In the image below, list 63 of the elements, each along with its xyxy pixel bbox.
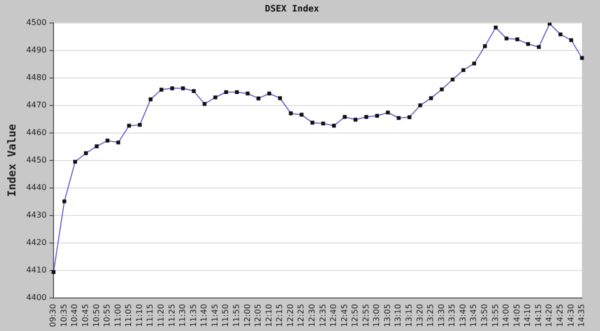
y-tick-label: 4480 — [26, 72, 47, 82]
x-tick-label: 11:45 — [210, 304, 220, 328]
x-tick-label: 14:30 — [566, 304, 576, 328]
x-tick-label: 13:50 — [480, 304, 490, 328]
y-tick-label: 4410 — [26, 266, 47, 275]
x-tick-label: 12:35 — [318, 304, 328, 328]
x-tick-label: 12:25 — [296, 304, 306, 328]
x-tick-label: 14:35 — [577, 304, 586, 328]
x-tick-label: 13:00 — [372, 304, 382, 328]
x-tick-label: 11:15 — [146, 304, 155, 328]
x-tick-label: 13:05 — [382, 304, 392, 328]
y-tick-label: 4420 — [26, 238, 47, 247]
y-tick-label: 4430 — [26, 210, 47, 220]
x-tick-label: 13:25 — [426, 304, 436, 328]
x-tick-label: 12:10 — [264, 304, 274, 328]
x-tick-label: 12:30 — [307, 304, 316, 328]
y-axis-title: Index Value — [5, 124, 18, 197]
x-tick-label: 13:10 — [394, 304, 403, 328]
x-tick-label: 11:25 — [167, 304, 176, 328]
x-tick-label: 14:15 — [534, 304, 543, 328]
x-tick-label: 11:00 — [113, 304, 122, 328]
x-tick-label: 13:15 — [404, 304, 414, 328]
x-tick-label: 11:05 — [124, 304, 134, 328]
y-tick-label: 4490 — [26, 45, 47, 54]
x-tick-label: 10:50 — [92, 304, 101, 328]
x-tick-label: 13:30 — [436, 304, 446, 328]
y-tick-label: 4500 — [26, 18, 47, 27]
x-tick-label: 11:35 — [188, 304, 198, 328]
x-tick-label: 11:50 — [221, 304, 230, 328]
x-tick-label: 11:10 — [134, 304, 144, 328]
y-tick-label: 4450 — [26, 155, 47, 164]
x-tick-label: 11:55 — [232, 304, 241, 328]
x-tick-label: 14:10 — [523, 304, 532, 328]
x-tick-label: 11:20 — [156, 304, 166, 328]
x-tick-label: 13:35 — [448, 304, 457, 328]
x-tick-label: 14:05 — [512, 304, 522, 328]
x-tick-label: 11:30 — [178, 304, 188, 328]
x-tick-label: 10:40 — [70, 304, 80, 328]
x-tick-label: 14:00 — [502, 304, 511, 328]
x-tick-label: 13:55 — [490, 304, 500, 328]
x-tick-label: 12:40 — [329, 304, 338, 328]
chart-title: DSEX Index — [264, 4, 320, 15]
x-tick-label: 13:20 — [415, 304, 424, 328]
x-tick-label: 12:05 — [254, 304, 263, 328]
x-tick-label: 12:45 — [340, 304, 349, 328]
x-tick-label: 11:40 — [200, 304, 209, 328]
x-tick-label: 10:55 — [102, 304, 112, 328]
x-tick-label: 12:15 — [275, 304, 284, 328]
x-tick-label: 12:50 — [350, 304, 360, 328]
y-tick-label: 4440 — [26, 182, 47, 192]
y-tick-label: 4470 — [26, 100, 47, 110]
x-tick-label: 12:55 — [361, 304, 370, 328]
y-tick-label: 4460 — [26, 128, 47, 137]
x-tick-label: 14:25 — [556, 304, 565, 328]
x-tick-label: 09:30 — [48, 304, 58, 328]
x-tick-label: 13:45 — [469, 304, 478, 328]
x-tick-label: 12:20 — [286, 304, 295, 328]
x-tick-label: 10:35 — [59, 304, 68, 328]
y-tick-label: 4400 — [26, 293, 47, 302]
x-tick-label: 12:00 — [242, 304, 252, 328]
x-tick-label: 14:20 — [544, 304, 554, 328]
x-tick-label: 10:45 — [80, 304, 90, 328]
x-tick-label: 13:40 — [458, 304, 468, 328]
